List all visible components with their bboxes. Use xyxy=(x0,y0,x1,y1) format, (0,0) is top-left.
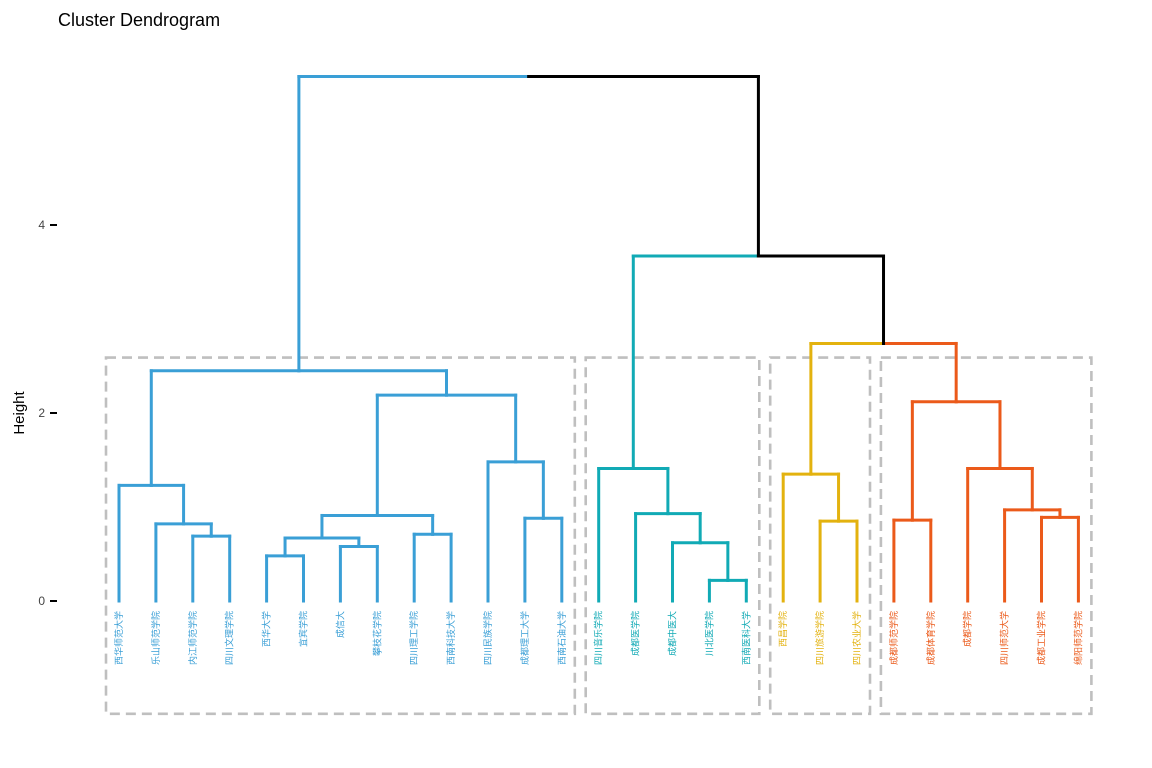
leaf-label: 成都医学院 xyxy=(630,611,642,656)
leaf-label: 四川理工学院 xyxy=(408,611,420,665)
leaf-label: 西华大学 xyxy=(261,611,273,647)
leaf-label: 四川音乐学院 xyxy=(593,611,605,665)
leaf-label: 成都工业学院 xyxy=(1036,611,1048,665)
leaf-label: 宜宾学院 xyxy=(298,611,310,647)
cluster-box-4 xyxy=(879,356,1093,716)
leaf-label: 西华师范大学 xyxy=(113,611,125,665)
leaf-label: 成都中医大 xyxy=(667,611,679,656)
leaf-label: 成都体育学院 xyxy=(925,611,937,665)
cluster-box-2 xyxy=(584,356,761,716)
leaf-label: 西南科技大学 xyxy=(445,611,457,665)
leaf-label: 四川旅游学院 xyxy=(814,611,826,665)
leaf-label: 西南医科大学 xyxy=(740,611,752,665)
y-tick-label-2: 2 xyxy=(38,406,45,420)
leaf-label: 成信大 xyxy=(334,611,346,638)
leaf-label: 川北医学院 xyxy=(703,611,715,656)
y-axis-title: Height xyxy=(11,390,28,434)
leaf-label: 成都师范学院 xyxy=(888,611,900,665)
leaf-label: 西昌学院 xyxy=(777,611,789,647)
leaf-label: 攀枝花学院 xyxy=(371,611,383,656)
y-tick-label-0: 0 xyxy=(38,594,45,608)
leaf-label: 四川农业大学 xyxy=(851,611,863,665)
leaf-label: 绵阳师范学院 xyxy=(1072,611,1084,665)
leaf-label: 成都学院 xyxy=(962,611,974,647)
leaf-label: 四川师范大学 xyxy=(999,611,1011,665)
leaf-label: 西南石油大学 xyxy=(556,611,568,665)
leaf-label: 乐山师范学院 xyxy=(150,611,162,665)
leaf-label: 成都理工大学 xyxy=(519,611,531,665)
y-tick-label-4: 4 xyxy=(38,218,45,232)
leaf-label: 四川文理学院 xyxy=(224,611,236,665)
cluster-box-3 xyxy=(768,356,872,716)
leaf-label: 内江师范学院 xyxy=(187,611,199,665)
leaf-label: 四川民族学院 xyxy=(482,611,494,665)
cluster-box-1 xyxy=(104,356,577,716)
chart-title: Cluster Dendrogram xyxy=(58,10,221,30)
